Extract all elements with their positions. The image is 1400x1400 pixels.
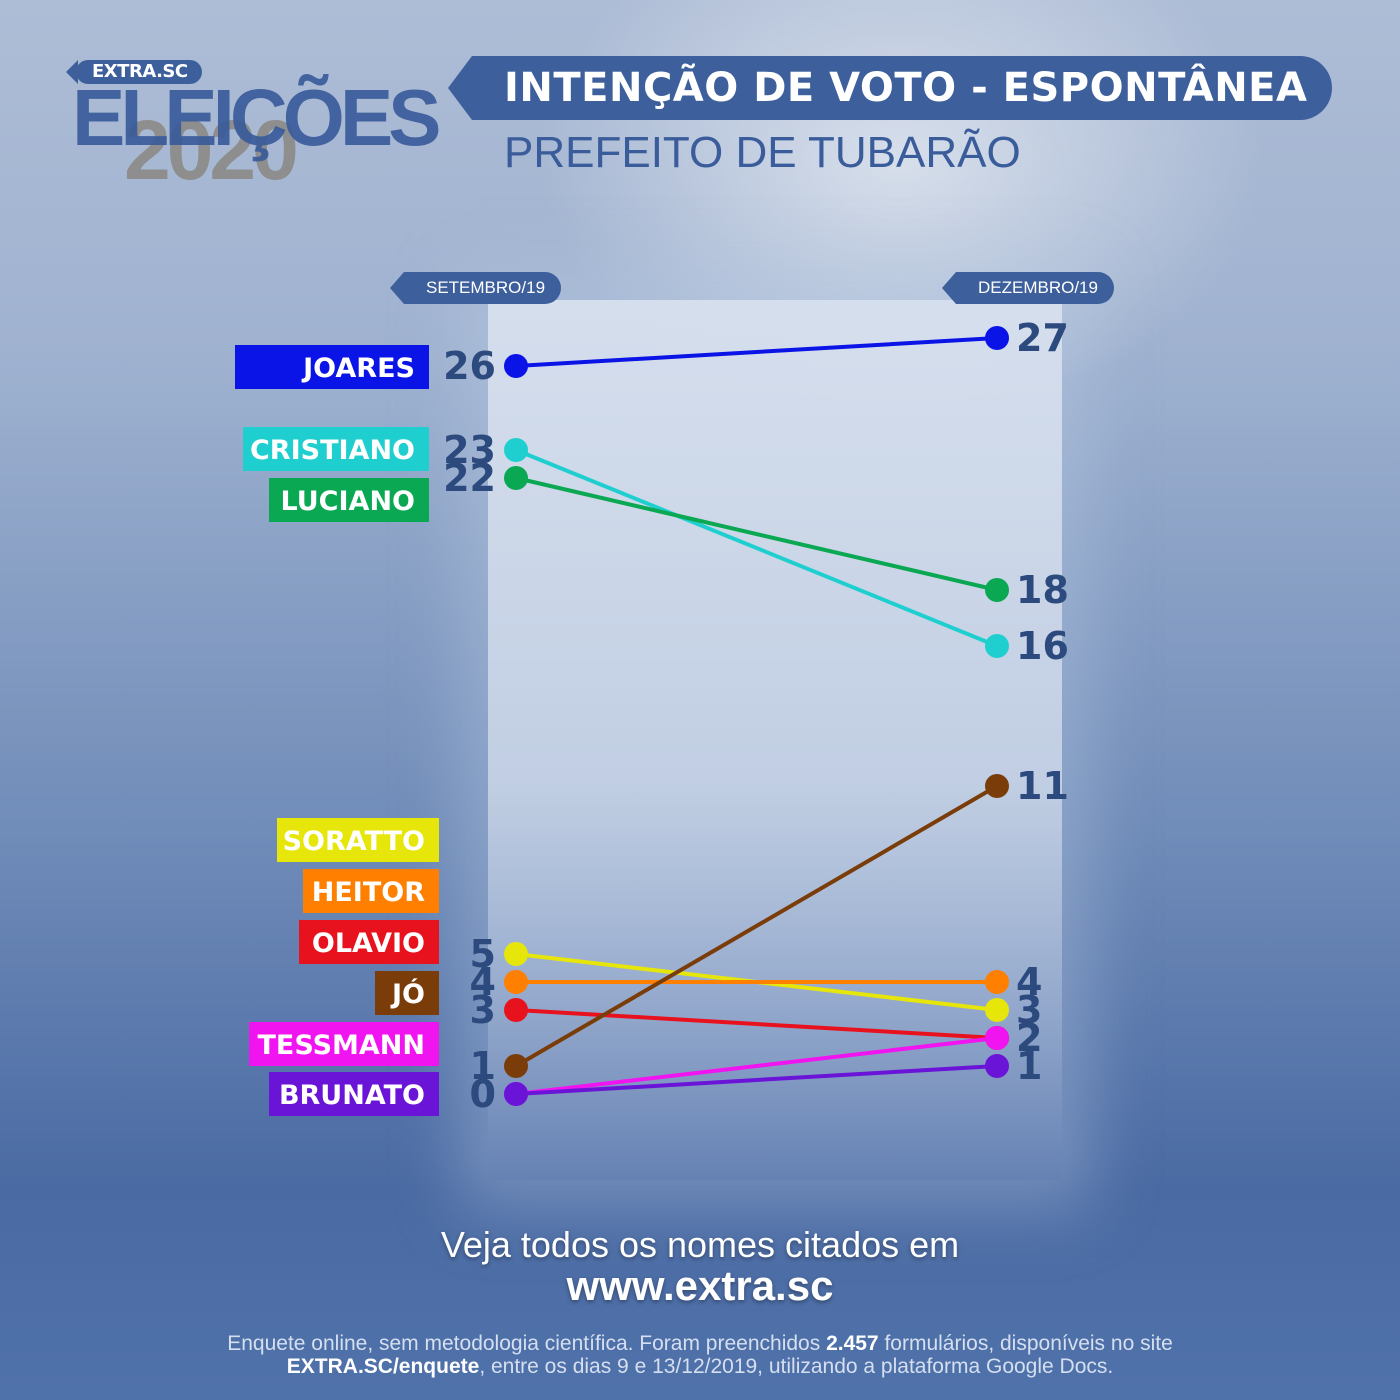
point-end-tessmann <box>985 1026 1009 1050</box>
series-line-brunato <box>514 1064 999 1096</box>
point-start-cristiano <box>504 438 528 462</box>
name-box-jo <box>375 971 439 1015</box>
value-end-jo: 11 <box>1016 764 1069 808</box>
series-lines <box>514 336 999 1096</box>
point-start-brunato <box>504 1082 528 1106</box>
series-line-cristiano <box>514 448 999 648</box>
value-start-joares: 26 <box>443 344 496 388</box>
period-tag-start: SETEMBRO/19 <box>389 272 562 304</box>
period-tag-end: DEZEMBRO/19 <box>942 272 1114 304</box>
value-end-heitor: 4 <box>1016 960 1042 1004</box>
name-label-jo: JÓ <box>390 978 425 1010</box>
point-end-brunato <box>985 1054 1009 1078</box>
eleicoes-2020-logo: 2020 ELEIÇÕES EXTRA.SC <box>66 56 442 192</box>
point-end-jo <box>985 774 1009 798</box>
logo-word: ELEIÇÕES <box>72 73 442 162</box>
name-box-joares <box>235 345 429 389</box>
point-start-jo <box>504 1054 528 1078</box>
value-start-cristiano: 23 <box>443 428 496 472</box>
value-start-luciano: 22 <box>443 456 496 500</box>
cta-url[interactable]: www.extra.sc <box>566 1262 834 1309</box>
series-line-olavio <box>514 1008 999 1040</box>
name-label-joares: JOARES <box>301 353 415 384</box>
name-label-luciano: LUCIANO <box>281 486 415 517</box>
title-banner: INTENÇÃO DE VOTO - ESPONTÂNEA <box>448 56 1332 120</box>
point-start-heitor <box>504 970 528 994</box>
value-end-joares: 27 <box>1016 316 1069 360</box>
name-label-tessmann: TESSMANN <box>258 1030 426 1061</box>
chart-subtitle: PREFEITO DE TUBARÃO <box>504 128 1021 177</box>
value-start-jo: 1 <box>470 1044 496 1088</box>
name-label-cristiano: CRISTIANO <box>250 435 415 466</box>
point-start-soratto <box>504 942 528 966</box>
value-end-luciano: 18 <box>1016 568 1069 612</box>
name-box-olavio <box>299 920 439 964</box>
value-end-brunato: 1 <box>1016 1044 1042 1088</box>
value-end-cristiano: 16 <box>1016 624 1069 668</box>
series-line-luciano <box>514 476 999 592</box>
logo-year: 2020 <box>124 103 299 197</box>
chart-column-panel <box>488 300 1062 1180</box>
logo-badge: EXTRA.SC <box>66 60 202 84</box>
name-label-olavio: OLAVIO <box>312 928 425 959</box>
note2-b: , entre os dias 9 e 13/12/2019, utilizan… <box>479 1355 1114 1378</box>
value-end-soratto: 3 <box>1016 988 1042 1032</box>
series-line-joares <box>514 336 999 368</box>
point-end-joares <box>985 326 1009 350</box>
name-label-soratto: SORATTO <box>283 826 425 857</box>
cta-text: Veja todos os nomes citados em <box>440 1224 960 1265</box>
note2-link[interactable]: EXTRA.SC/enquete <box>286 1355 480 1378</box>
point-start-olavio <box>504 998 528 1022</box>
value-start-heitor: 4 <box>470 960 496 1004</box>
candidate-labels: JOARES CRISTIANO LUCIANO SORATTO HEITOR OLAVI… <box>235 345 439 1116</box>
name-box-heitor <box>303 869 439 913</box>
value-end-tessmann: 2 <box>1016 1016 1042 1060</box>
series-line-jo <box>514 784 999 1068</box>
value-start-tessmann: 0 <box>470 1072 496 1116</box>
note1-count: 2.457 <box>826 1332 879 1355</box>
note1-c: formulários, disponíveis no site <box>878 1332 1173 1355</box>
name-box-cristiano <box>243 427 429 471</box>
name-label-brunato: BRUNATO <box>279 1080 425 1111</box>
name-box-brunato <box>269 1072 439 1116</box>
name-box-luciano <box>269 478 429 522</box>
point-end-heitor <box>985 970 1009 994</box>
name-box-soratto <box>277 818 439 862</box>
point-start-joares <box>504 354 528 378</box>
chart-title: INTENÇÃO DE VOTO - ESPONTÂNEA <box>504 65 1308 111</box>
point-end-cristiano <box>985 634 1009 658</box>
point-end-soratto <box>985 998 1009 1022</box>
name-label-heitor: HEITOR <box>312 877 425 908</box>
methodology-note-line1: Enquete online, sem metodologia científi… <box>0 1332 1400 1356</box>
note1-a: Enquete online, sem metodologia científi… <box>227 1332 827 1355</box>
value-start-soratto: 5 <box>470 932 496 976</box>
value-end-olavio: 2 <box>1016 1016 1042 1060</box>
methodology-note-line2: EXTRA.SC/enquete, entre os dias 9 e 13/1… <box>0 1355 1400 1379</box>
value-start-brunato: 0 <box>470 1072 496 1116</box>
name-box-tessmann <box>249 1022 439 1066</box>
point-end-luciano <box>985 578 1009 602</box>
value-start-olavio: 3 <box>470 988 496 1032</box>
series-line-tessmann <box>514 1036 999 1096</box>
series-points <box>504 326 1009 1106</box>
point-start-luciano <box>504 466 528 490</box>
